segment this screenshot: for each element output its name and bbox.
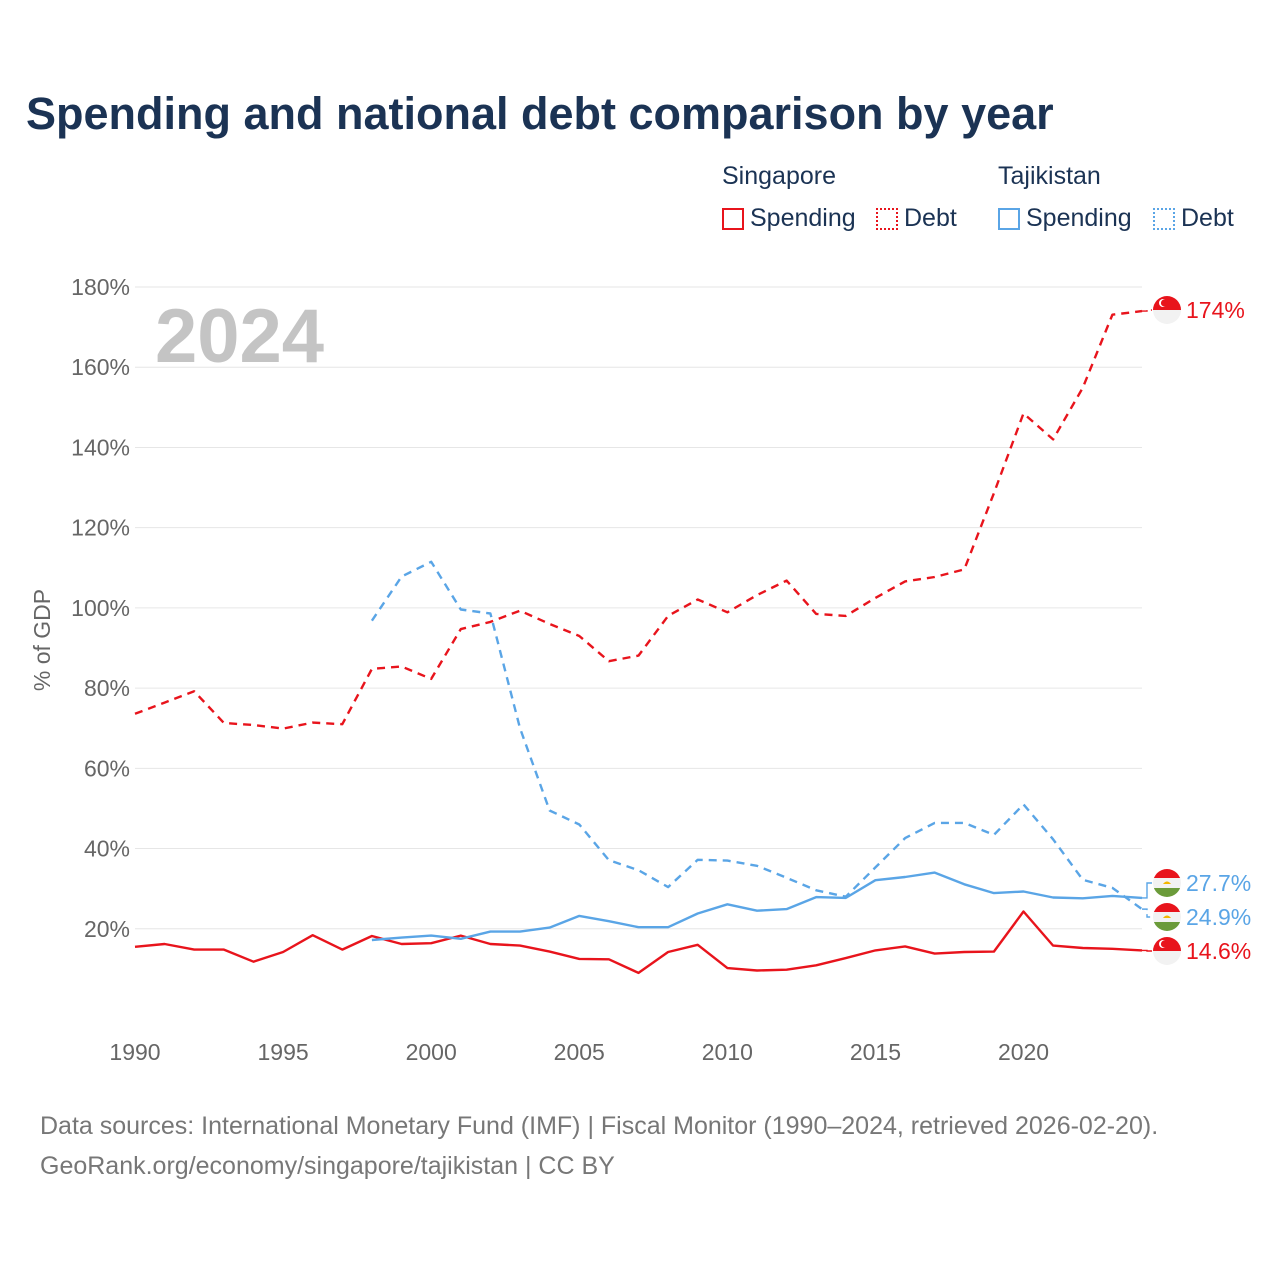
y-tick-label: 100% [71,595,130,621]
legend-item-tajikistan-spending[interactable]: Spending [998,204,1132,233]
x-tick-label: 1995 [258,1039,309,1065]
swatch-dotted-blue-icon [1153,207,1175,230]
y-tick-label: 160% [71,354,130,380]
y-tick-label: 60% [84,755,130,781]
x-tick-label: 2015 [850,1039,901,1065]
legend-label: Debt [1181,204,1234,232]
singapore-flag-icon [1153,296,1181,324]
chart-title: Spending and national debt comparison by… [26,88,1054,139]
swatch-solid-red-icon [722,207,744,230]
end-value-label: 24.9% [1186,904,1251,930]
y-tick-label: 80% [84,675,130,701]
end-value-label: 14.6% [1186,938,1251,964]
legend-item-singapore-spending[interactable]: Spending [722,204,856,233]
series-line-tajikistan-debt [370,560,1143,911]
y-tick-label: 40% [84,836,130,862]
tajikistan-flag-icon [1153,903,1181,931]
tajikistan-flag-icon [1153,869,1181,897]
swatch-solid-blue-icon [998,207,1020,230]
y-tick-label: 120% [71,515,130,541]
year-watermark: 2024 [155,294,324,379]
legend-label: Debt [904,204,957,232]
y-tick-label: 180% [71,274,130,300]
x-tick-label: 1990 [109,1039,160,1065]
legend-item-singapore-debt[interactable]: Debt [876,204,957,233]
end-value-label: 174% [1186,297,1245,323]
y-axis-ticks: 20% 40% 60% 80% 100% 120% 140% 160% 180% [71,274,130,942]
y-tick-label: 20% [84,916,130,942]
series-line-singapore-debt [134,309,1143,730]
end-connector [1142,882,1152,899]
end-connector [1142,309,1152,312]
x-tick-label: 2010 [702,1039,753,1065]
series-line-tajikistan-spending [371,871,1143,942]
legend-group-tajikistan: Tajikistan [998,162,1101,190]
x-tick-label: 2005 [554,1039,605,1065]
swatch-dotted-red-icon [876,207,898,230]
legend-item-tajikistan-debt[interactable]: Debt [1153,204,1234,233]
x-axis-ticks: 1990 1995 2000 2005 2010 2015 2020 [109,1039,1049,1065]
line-chart: 20%40%60%80%100%120%140%160%180% 1990 199… [29,274,1251,1065]
series-line-singapore-spending [134,910,1143,975]
source-line-2: GeoRank.org/economy/singapore/tajikistan… [40,1152,615,1180]
gridlines [135,286,1142,930]
x-tick-label: 2020 [998,1039,1049,1065]
source-note: Data sources: International Monetary Fun… [40,1106,1158,1186]
legend-label: Spending [1026,204,1132,232]
end-labels: 14.6% 174% 27.7% 24.9% [1142,296,1251,965]
source-line-1: Data sources: International Monetary Fun… [40,1112,1159,1140]
end-value-label: 27.7% [1186,870,1251,896]
y-axis-label: % of GDP [29,589,55,691]
x-tick-label: 2000 [406,1039,457,1065]
singapore-flag-icon [1153,937,1181,965]
legend-group-singapore: Singapore [722,162,836,190]
legend-label: Spending [750,204,856,232]
end-connector [1142,908,1152,918]
series-lines [134,309,1143,975]
y-tick-label: 140% [71,434,130,460]
end-connector [1142,949,1152,952]
